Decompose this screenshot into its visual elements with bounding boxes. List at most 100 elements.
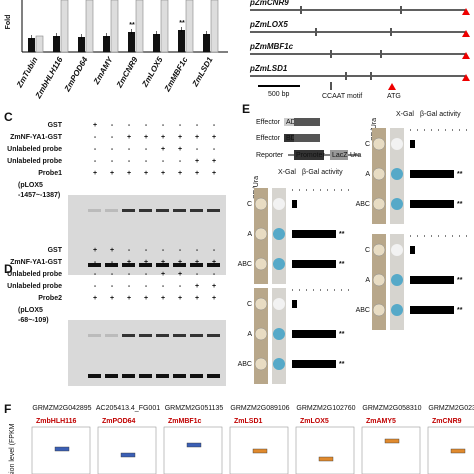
sign: + [178, 134, 182, 141]
gel-band [122, 334, 135, 337]
gel-band [105, 374, 118, 378]
sign: + [161, 295, 165, 302]
sign: + [195, 170, 199, 177]
sign: - [179, 158, 182, 165]
sign: - [94, 134, 97, 141]
row-label: A [247, 331, 252, 338]
gel-band [139, 209, 152, 212]
gel-band [122, 263, 135, 267]
gel-band [173, 263, 186, 267]
colony [254, 227, 268, 241]
panel-letter: D [4, 262, 13, 276]
row-label: Unlabeled probe [7, 283, 62, 290]
atg-mark [462, 30, 470, 37]
colony [372, 303, 386, 317]
construct-box [284, 134, 294, 142]
row-label: Probe2 [38, 295, 62, 302]
gel-band [88, 334, 101, 337]
activity-bar [410, 306, 454, 314]
colony [372, 273, 386, 287]
sign: + [127, 170, 131, 177]
sign: - [94, 283, 97, 290]
sign: - [179, 247, 182, 254]
gene-name: ZmbHLH116 [36, 418, 77, 425]
promoter-label: pZmCNR9 [249, 0, 289, 7]
bar [203, 34, 210, 52]
gel-band [88, 209, 101, 212]
gel-band [190, 209, 203, 212]
activity-bar [292, 300, 297, 308]
motif-label: CCAAT motif [322, 93, 362, 100]
sign: - [111, 134, 114, 141]
sign: - [145, 247, 148, 254]
box [120, 452, 136, 458]
motif-mark [315, 28, 317, 36]
bar [128, 32, 135, 52]
sign: - [128, 247, 131, 254]
row-label: C [247, 301, 252, 308]
sign: - [145, 122, 148, 129]
gel-band [122, 209, 135, 212]
bar [35, 35, 44, 53]
sign: + [212, 295, 216, 302]
motif-mark [380, 50, 382, 58]
sign: - [111, 146, 114, 153]
row-label: ZmNF-YA1-GST [10, 134, 63, 141]
motif-mark [400, 6, 402, 14]
activity-bar [410, 200, 454, 208]
construct-label: Effector [256, 119, 281, 126]
sign: + [144, 170, 148, 177]
sign: + [195, 295, 199, 302]
atg-mark [462, 8, 470, 15]
activity-bar [410, 276, 454, 284]
sign: - [213, 271, 216, 278]
row-label: ZmNF-YA1-GST [10, 259, 63, 266]
atg-label: ATG [387, 93, 401, 100]
gene-id: GRMZM2G023081 [428, 405, 474, 412]
gel-band [88, 374, 101, 378]
gel-band [105, 263, 118, 267]
plot-frame [97, 426, 157, 474]
activity-bar [292, 230, 336, 238]
construct-label: BD [286, 135, 296, 142]
construct-box [330, 150, 348, 160]
bar [160, 0, 169, 53]
sign: + [161, 146, 165, 153]
row-label: Unlabeled probe [7, 146, 62, 153]
sign: + [195, 259, 199, 266]
sign: - [162, 158, 165, 165]
sign: - [145, 283, 148, 290]
gel-band [173, 209, 186, 212]
sign: - [145, 146, 148, 153]
probe-region: (pLOX5 [18, 182, 43, 189]
bar [53, 36, 60, 52]
gel-band [156, 334, 169, 337]
row-label: Unlabeled probe [7, 271, 62, 278]
box [450, 448, 466, 454]
sign: - [111, 283, 114, 290]
construct-label: AD [286, 119, 296, 126]
sign: + [127, 259, 131, 266]
sign: + [127, 134, 131, 141]
sign: - [162, 283, 165, 290]
box [252, 448, 268, 454]
sign: - [196, 271, 199, 278]
significance: ** [339, 231, 345, 238]
plot-frame [229, 426, 289, 474]
panel-letter: C [4, 110, 13, 124]
sign: + [93, 122, 97, 129]
sign: + [161, 271, 165, 278]
sign: - [94, 146, 97, 153]
sign: - [111, 259, 114, 266]
gel-band [207, 374, 220, 378]
sign: - [179, 122, 182, 129]
xgal-spot [273, 258, 285, 270]
motif-mark [390, 28, 392, 36]
sign: + [178, 259, 182, 266]
colony [372, 137, 386, 151]
bar [85, 0, 94, 53]
bar [210, 0, 219, 53]
sign: + [212, 158, 216, 165]
sign: + [127, 295, 131, 302]
gene-id: GRMZM2G042895 [32, 405, 91, 412]
